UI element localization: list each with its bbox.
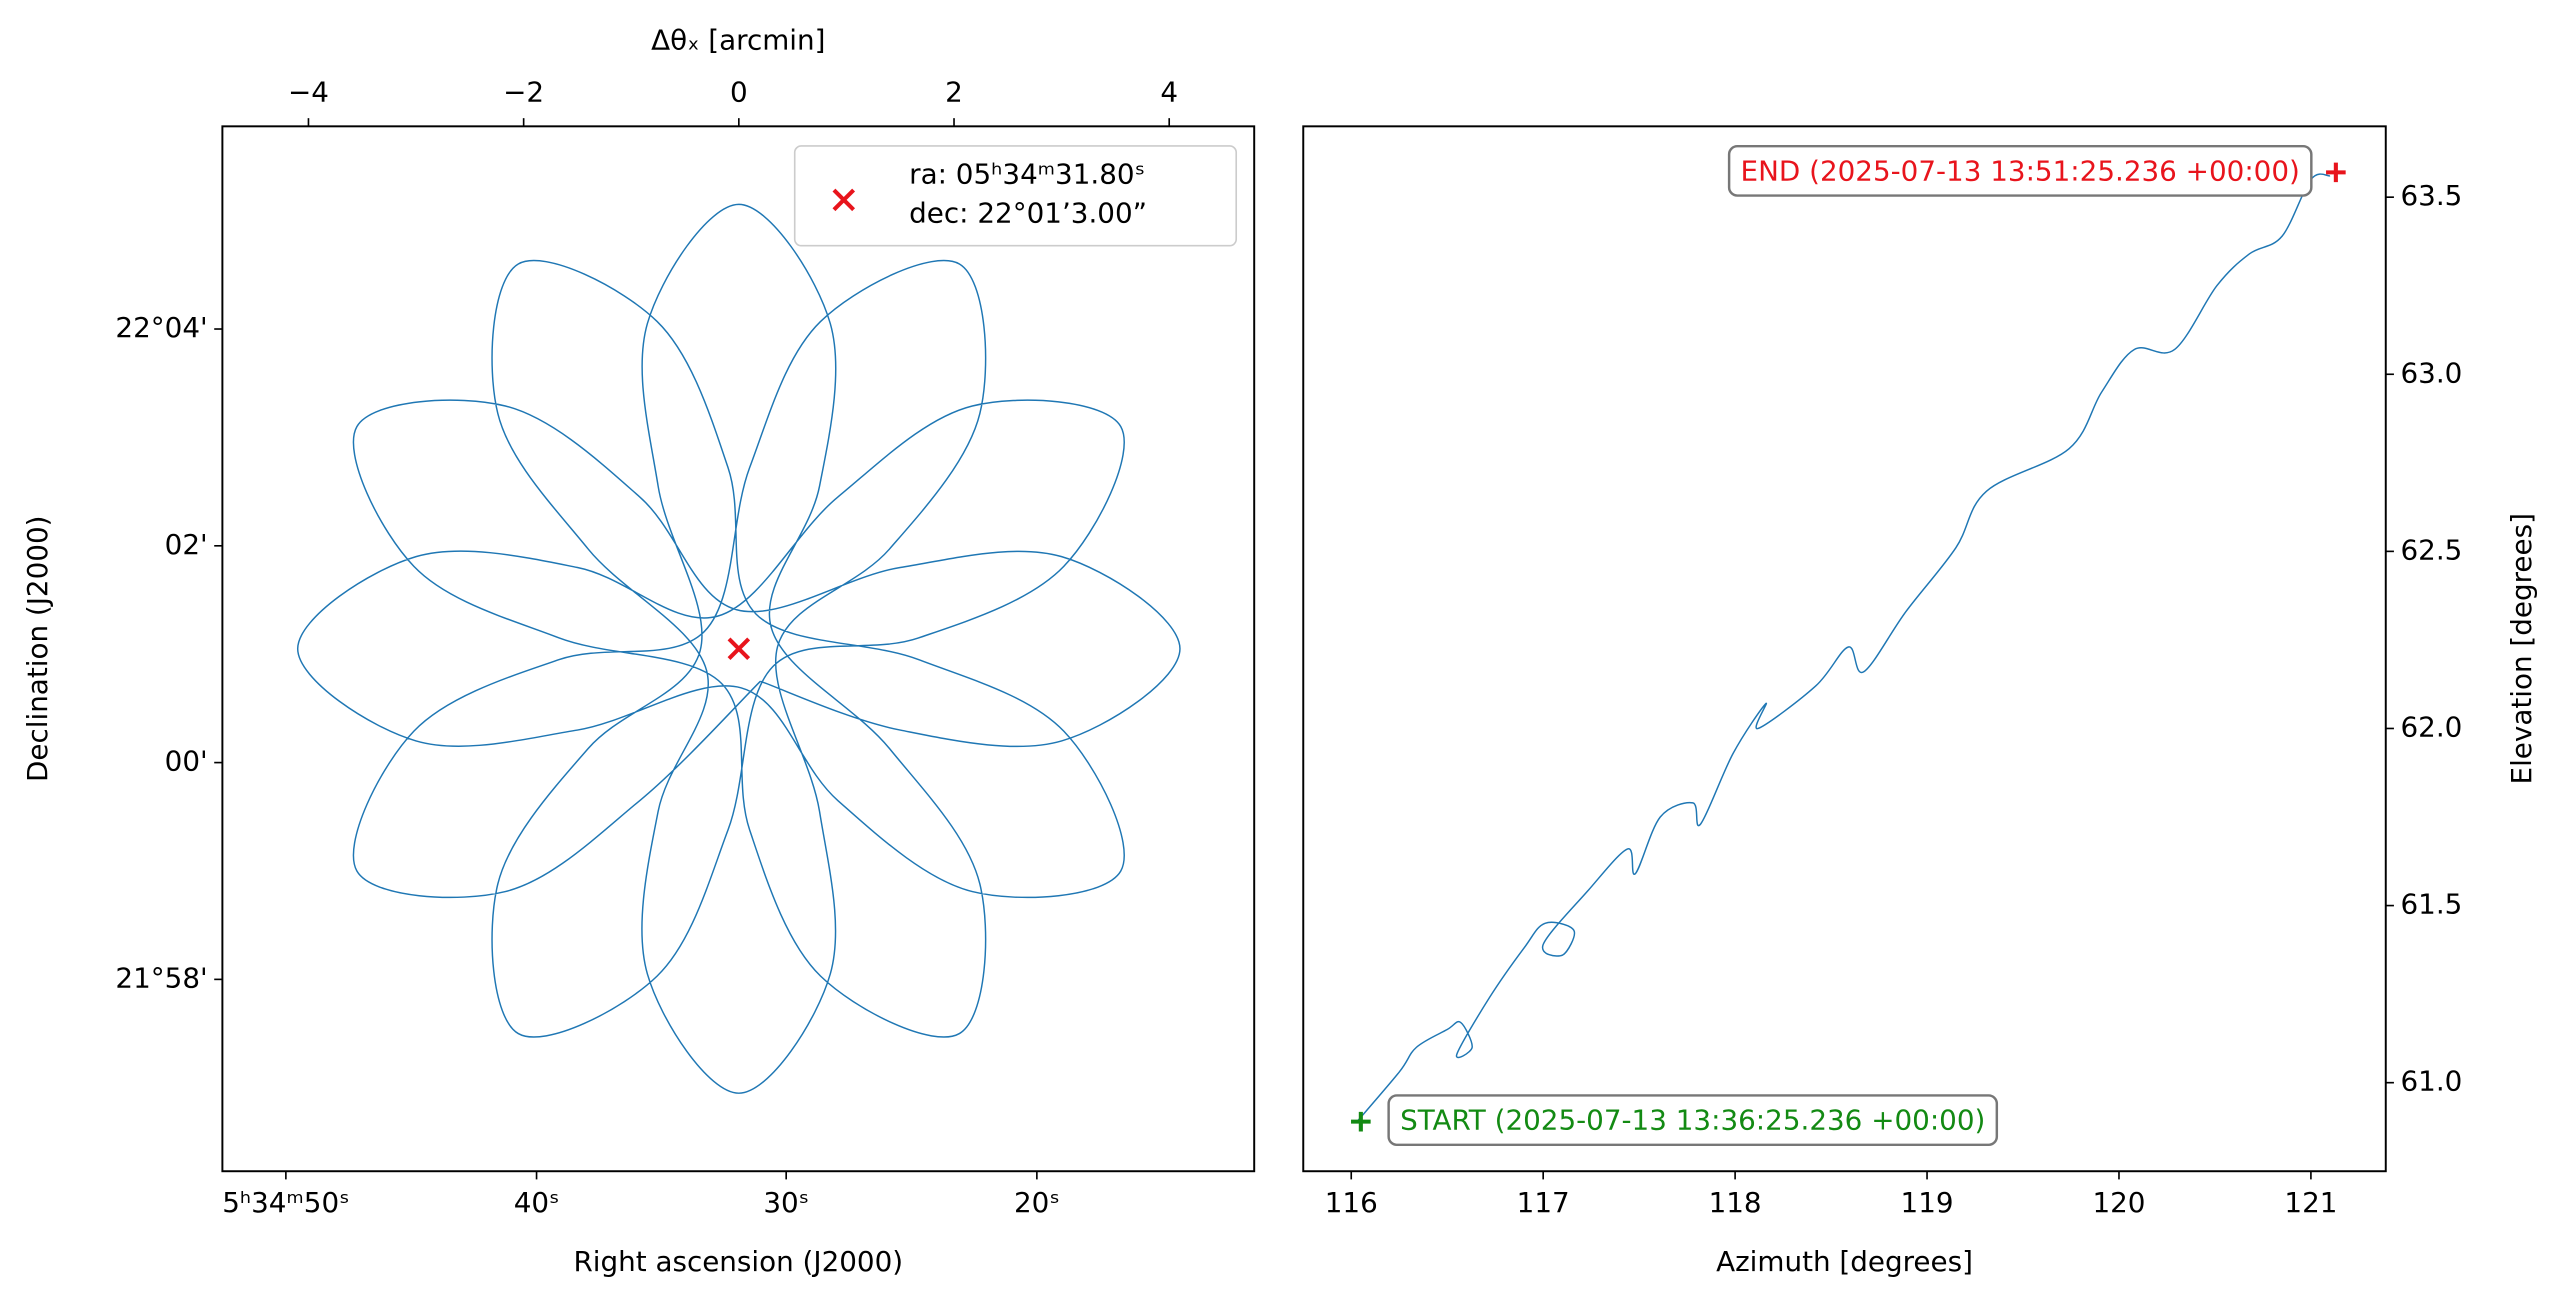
annotation-text: START (2025-07-13 13:36:25.236 +00:00) (1400, 1104, 1985, 1137)
trajectory-line (1356, 173, 2331, 1123)
x2-axis-label: Δθₓ [arcmin] (651, 23, 825, 56)
legend-marker (832, 188, 856, 212)
x-tick-label: 30ˢ (763, 1186, 809, 1219)
y-tick-label: 22°04' (115, 311, 207, 344)
legend-box (793, 145, 1238, 247)
x-tick-label: 121 (2284, 1186, 2337, 1219)
x2-tick-label: −4 (288, 76, 329, 109)
annotation: END (2025-07-13 13:51:25.236 +00:00) (1727, 144, 2313, 197)
annotation-marker (2326, 162, 2346, 183)
x-axis-label: Right ascension (J2000) (573, 1245, 903, 1278)
x-tick-label: 40ˢ (514, 1186, 560, 1219)
annotation-box (1727, 144, 2313, 197)
legend-text: dec: 22°01’3.00” (909, 197, 1147, 230)
annotation-box (1387, 1094, 1999, 1147)
annotation-text: END (2025-07-13 13:51:25.236 +00:00) (1741, 154, 2300, 187)
target-marker (727, 637, 751, 661)
x2-tick-label: −2 (503, 76, 544, 109)
x-tick-label: 5ʰ34ᵐ50ˢ (222, 1186, 349, 1219)
y-tick-label: 63.5 (2400, 179, 2462, 212)
legend-text: ra: 05ʰ34ᵐ31.80ˢ (909, 157, 1145, 190)
annotation-marker (1351, 1111, 1371, 1132)
annotation: START (2025-07-13 13:36:25.236 +00:00) (1387, 1094, 1999, 1147)
x2-tick-label: 2 (945, 76, 963, 109)
x-tick-label: 20ˢ (1014, 1186, 1060, 1219)
y-tick-label: 21°58' (115, 961, 207, 994)
plot-frame (1302, 125, 2387, 1173)
trajectory-line (296, 203, 1181, 1094)
y-tick-label: 62.5 (2400, 533, 2462, 566)
x-axis-label: Azimuth [degrees] (1716, 1245, 1973, 1278)
x-tick-label: 116 (1325, 1186, 1378, 1219)
y-tick-label: 02' (165, 528, 208, 561)
y-tick-label: 61.5 (2400, 888, 2462, 921)
x2-tick-label: 4 (1160, 76, 1178, 109)
y-axis-label: Declination (J2000) (21, 516, 54, 782)
x-tick-label: 118 (1709, 1186, 1762, 1219)
y-tick-label: 62.0 (2400, 710, 2462, 743)
y-tick-label: 63.0 (2400, 356, 2462, 389)
x-tick-label: 119 (1901, 1186, 1954, 1219)
y-tick-label: 00' (165, 745, 208, 778)
x-tick-label: 117 (1517, 1186, 1570, 1219)
x-tick-label: 120 (2092, 1186, 2145, 1219)
y-axis-label: Elevation [degrees] (2505, 513, 2538, 784)
x2-tick-label: 0 (730, 76, 748, 109)
y-tick-label: 61.0 (2400, 1065, 2462, 1098)
